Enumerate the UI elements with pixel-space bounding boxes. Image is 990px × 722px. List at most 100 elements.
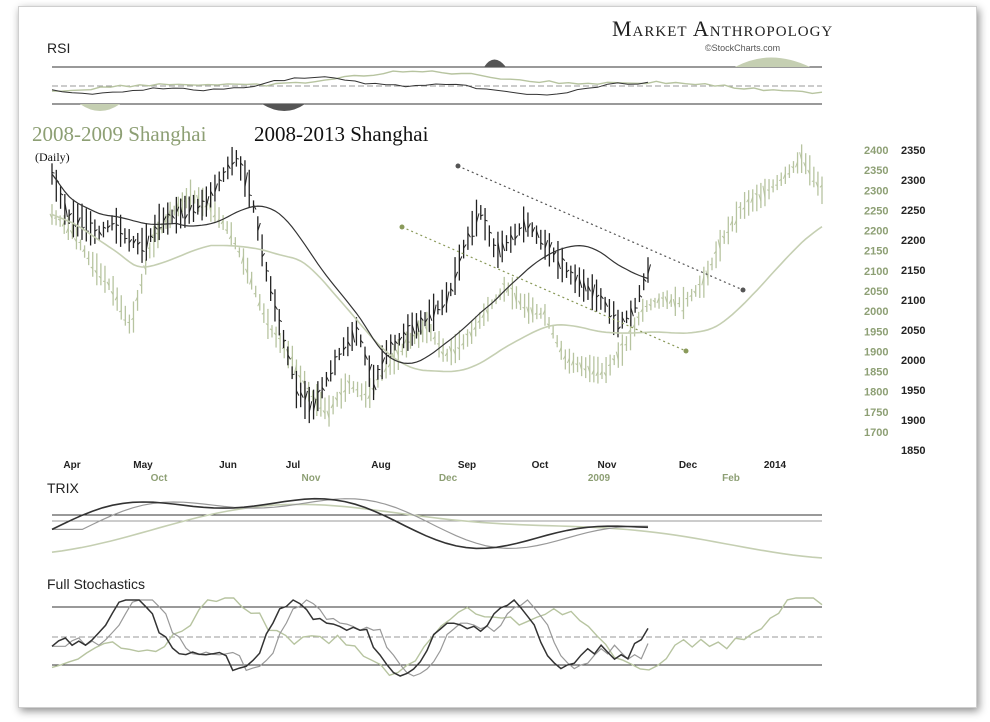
bar-open-2008-2009: [660, 297, 664, 299]
bar-close-2008-2013: [325, 376, 330, 382]
bar-open-2008-2009: [69, 230, 73, 235]
bar-close-2008-2013: [64, 201, 68, 218]
bar-close-2008-2013: [463, 244, 467, 249]
bar-close-2008-2013: [334, 356, 338, 358]
bar-open-2008-2009: [457, 347, 460, 350]
bar-open-2008-2009: [762, 185, 766, 198]
bar-close-2008-2013: [591, 284, 596, 298]
bar-close-2008-2013: [193, 210, 197, 214]
bar-close-2008-2013: [214, 183, 218, 193]
bar-close-2008-2013: [240, 162, 244, 166]
bar-open-2008-2009: [302, 380, 306, 385]
bar-close-2008-2013: [180, 206, 184, 219]
bar-open-2008-2009: [530, 307, 534, 317]
bar-open-2008-2009: [677, 302, 680, 305]
bar-close-2008-2013: [574, 274, 579, 283]
bar-close-2008-2013: [420, 316, 424, 321]
bar-open-2008-2009: [253, 292, 256, 295]
bar-open-2008-2009: [387, 362, 391, 368]
bar-open-2008-2009: [151, 234, 155, 237]
bar-close-2008-2013: [587, 285, 591, 292]
bar-close-2008-2013: [77, 217, 81, 224]
x-tick-2013: Aug: [371, 460, 390, 471]
bar-close-2008-2013: [489, 231, 493, 234]
rsi-line-2008-2009: [51, 70, 823, 95]
bar-close-2008-2013: [223, 171, 227, 174]
bar-close-2008-2013: [368, 363, 373, 372]
bar-close-2008-2013: [133, 239, 137, 244]
bar-close-2008-2013: [360, 339, 364, 344]
bar-open-2008-2009: [538, 312, 542, 316]
bar-open-2008-2009: [61, 221, 65, 227]
trix-line-2008-2009: [51, 503, 823, 559]
bar-open-2008-2009: [542, 309, 546, 315]
bar-open-2008-2009: [167, 208, 171, 219]
bar-open-2008-2009: [648, 303, 652, 307]
bar-open-2008-2009: [554, 341, 558, 345]
bar-close-2008-2013: [639, 294, 643, 298]
stoch-line-2008-2009: [51, 597, 823, 677]
bar-open-2008-2009: [461, 342, 464, 346]
y-tick-2008-2013: 2300: [901, 175, 925, 187]
bar-open-2008-2009: [57, 218, 61, 221]
x-tick-2013: Jul: [286, 460, 301, 471]
bar-close-2008-2013: [604, 301, 609, 307]
bar-open-2008-2009: [782, 173, 786, 179]
bar-open-2008-2009: [114, 295, 118, 301]
bar-open-2008-2009: [412, 334, 415, 338]
x-tick-2013: Sep: [458, 460, 476, 471]
bar-close-2008-2013: [98, 231, 103, 236]
bar-open-2008-2009: [652, 300, 656, 303]
bar-close-2008-2013: [501, 242, 506, 252]
trendline-point: [683, 348, 689, 354]
bar-close-2008-2013: [544, 240, 549, 249]
bar-open-2008-2009: [65, 227, 69, 234]
bar-open-2008-2009: [778, 178, 782, 182]
y-tick-2008-2013: 2350: [901, 145, 925, 157]
x-tick-2013: Jun: [219, 460, 237, 471]
bar-open-2008-2009: [293, 364, 297, 374]
y-tick-2008-2013: 2100: [901, 295, 925, 307]
bar-close-2008-2013: [107, 225, 111, 229]
y-tick-2008-2009: 1750: [864, 407, 888, 419]
bar-open-2008-2009: [249, 277, 253, 285]
ma-2008-2013: [51, 173, 649, 365]
brand-credit: ©StockCharts.com: [705, 43, 781, 53]
bar-open-2008-2009: [518, 300, 521, 306]
x-tick-2013: Dec: [679, 460, 698, 471]
bar-open-2008-2009: [147, 247, 150, 249]
bar-close-2008-2013: [261, 252, 266, 258]
bar-close-2008-2013: [347, 341, 351, 347]
trix-label: TRIX: [47, 480, 79, 496]
bar-close-2008-2013: [188, 205, 193, 213]
interval-label: (Daily): [35, 150, 70, 164]
bar-close-2008-2013: [570, 271, 574, 274]
bar-open-2008-2009: [261, 312, 265, 315]
bar-open-2008-2009: [640, 308, 644, 313]
bar-close-2008-2013: [201, 200, 205, 202]
bar-close-2008-2013: [60, 192, 64, 196]
bar-close-2008-2013: [141, 249, 145, 253]
bar-open-2008-2009: [750, 196, 754, 203]
bar-open-2008-2009: [611, 358, 615, 361]
bar-open-2008-2009: [277, 337, 281, 340]
bar-open-2008-2009: [510, 287, 513, 290]
bar-open-2008-2009: [448, 346, 452, 353]
bar-close-2008-2013: [137, 241, 141, 246]
y-tick-2008-2009: 2200: [864, 226, 888, 238]
bar-close-2008-2013: [454, 271, 459, 279]
bar-close-2008-2013: [596, 294, 600, 298]
bar-open-2008-2009: [90, 266, 94, 269]
bar-close-2008-2013: [467, 232, 471, 238]
bar-close-2008-2013: [531, 227, 536, 234]
y-tick-2008-2009: 1700: [864, 427, 888, 439]
bar-open-2008-2009: [721, 235, 725, 239]
bar-close-2008-2013: [175, 206, 180, 213]
bar-close-2008-2013: [643, 278, 647, 282]
bar-open-2008-2009: [257, 301, 261, 307]
bar-close-2008-2013: [583, 280, 587, 292]
bar-open-2008-2009: [587, 365, 591, 373]
bar-open-2008-2009: [269, 328, 273, 331]
y-tick-2008-2009: 1800: [864, 387, 888, 399]
bar-close-2008-2013: [317, 389, 321, 394]
